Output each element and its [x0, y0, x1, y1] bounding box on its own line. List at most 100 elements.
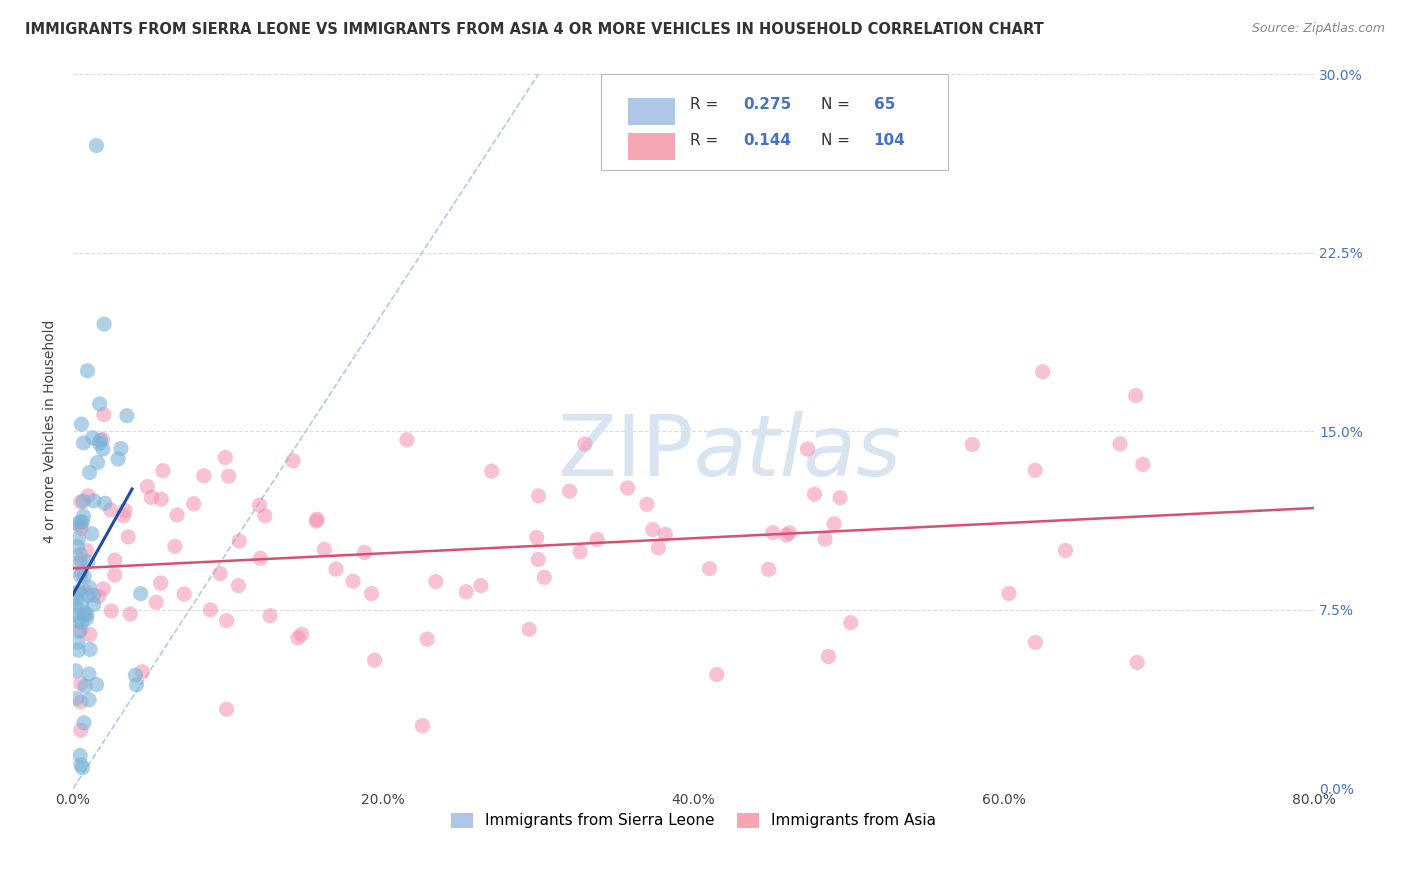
Point: [70, 598, 93, 612]
Point: [79, 642, 101, 657]
Point: [112, 508, 135, 523]
Point: [1109, 437, 1132, 451]
Point: [342, 574, 364, 589]
Point: [200, 603, 222, 617]
Point: [66, 516, 89, 531]
Point: [76, 364, 98, 378]
Point: [114, 503, 136, 517]
Point: [287, 631, 309, 645]
Text: IMMIGRANTS FROM SIERRA LEONE VS IMMIGRANTS FROM ASIA 4 OR MORE VEHICLES IN HOUSE: IMMIGRANTS FROM SIERRA LEONE VS IMMIGRAN…: [25, 22, 1045, 37]
Point: [325, 562, 347, 576]
Point: [314, 542, 336, 557]
Point: [363, 653, 385, 667]
Point: [104, 553, 127, 567]
Point: [558, 484, 581, 499]
Text: R =: R =: [690, 133, 723, 148]
Point: [86, 456, 108, 470]
Point: [89, 434, 111, 448]
Point: [79, 466, 101, 480]
Point: [67, 624, 90, 638]
Point: [107, 452, 129, 467]
Point: [70, 516, 93, 530]
Point: [136, 479, 159, 493]
Text: N =: N =: [821, 133, 855, 148]
Point: [120, 607, 142, 621]
Point: [70, 676, 93, 690]
Point: [73, 583, 96, 598]
Point: [70, 417, 93, 432]
Point: [93, 317, 115, 331]
Point: [77, 580, 100, 594]
Point: [796, 442, 818, 456]
Point: [69, 748, 91, 763]
Point: [1125, 388, 1147, 402]
Point: [66, 635, 89, 649]
Point: [145, 595, 167, 609]
Point: [481, 464, 503, 478]
Point: [527, 489, 550, 503]
Point: [72, 761, 94, 775]
Point: [129, 587, 152, 601]
Point: [86, 677, 108, 691]
Point: [616, 481, 638, 495]
Point: [183, 497, 205, 511]
Point: [67, 584, 90, 599]
Point: [65, 691, 87, 706]
Point: [83, 598, 105, 612]
Point: [76, 607, 98, 622]
FancyBboxPatch shape: [628, 97, 675, 125]
Text: 0.275: 0.275: [744, 97, 792, 112]
Point: [214, 450, 236, 465]
Point: [72, 435, 94, 450]
Point: [100, 604, 122, 618]
Point: [828, 491, 851, 505]
Point: [91, 582, 114, 596]
Point: [94, 496, 117, 510]
Point: [70, 553, 93, 567]
Point: [77, 667, 100, 681]
Point: [77, 589, 100, 603]
Point: [762, 525, 785, 540]
Point: [63, 607, 86, 622]
Point: [1032, 365, 1054, 379]
Point: [209, 566, 232, 581]
Text: R =: R =: [690, 97, 723, 112]
Point: [75, 679, 97, 693]
Point: [91, 442, 114, 456]
Legend: Immigrants from Sierra Leone, Immigrants from Asia: Immigrants from Sierra Leone, Immigrants…: [446, 806, 942, 835]
Point: [72, 515, 94, 529]
Point: [574, 437, 596, 451]
Point: [1054, 543, 1077, 558]
Point: [70, 623, 93, 637]
Point: [150, 492, 173, 507]
Text: 0.144: 0.144: [744, 133, 792, 148]
Point: [533, 570, 555, 584]
Point: [636, 497, 658, 511]
Point: [526, 530, 548, 544]
Point: [249, 498, 271, 512]
FancyBboxPatch shape: [628, 133, 675, 161]
Point: [1024, 635, 1046, 649]
Point: [253, 508, 276, 523]
Point: [163, 539, 186, 553]
Point: [115, 409, 138, 423]
Point: [77, 693, 100, 707]
Point: [70, 521, 93, 535]
Point: [456, 585, 478, 599]
Point: [706, 667, 728, 681]
Point: [72, 509, 94, 524]
Point: [70, 615, 93, 630]
Point: [100, 503, 122, 517]
Point: [80, 526, 103, 541]
Point: [65, 599, 87, 614]
Point: [215, 702, 238, 716]
Point: [70, 518, 93, 533]
Point: [117, 530, 139, 544]
Point: [73, 715, 96, 730]
Point: [586, 533, 609, 547]
Point: [839, 615, 862, 630]
Text: Source: ZipAtlas.com: Source: ZipAtlas.com: [1251, 22, 1385, 36]
Point: [517, 623, 540, 637]
Point: [1126, 656, 1149, 670]
Point: [70, 495, 93, 509]
